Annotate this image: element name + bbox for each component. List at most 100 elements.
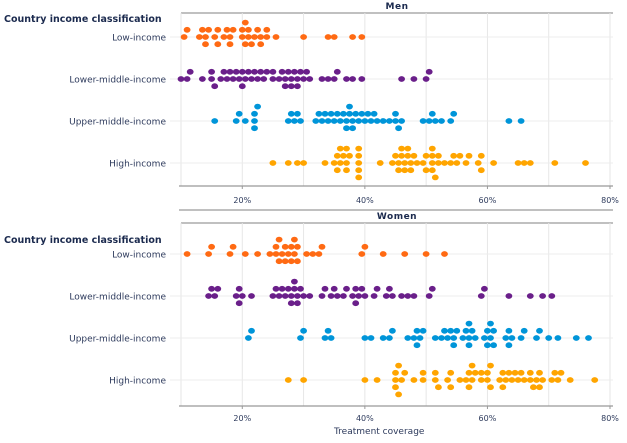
- data-point: [477, 152, 485, 159]
- data-point: [462, 160, 470, 166]
- data-point: [435, 384, 442, 391]
- data-point: [526, 369, 534, 376]
- data-point: [211, 118, 219, 124]
- data-point: [591, 377, 599, 383]
- data-point: [220, 34, 228, 40]
- data-point: [471, 335, 479, 341]
- data-point: [284, 118, 292, 124]
- data-point: [251, 68, 258, 75]
- data-point: [336, 118, 344, 124]
- data-point: [520, 160, 528, 166]
- data-point: [487, 384, 494, 391]
- data-point: [321, 335, 329, 341]
- data-point: [477, 377, 485, 383]
- data-point: [336, 160, 344, 166]
- data-point: [401, 251, 409, 257]
- data-point: [465, 384, 473, 391]
- data-point: [453, 327, 461, 334]
- data-point: [324, 34, 332, 40]
- data-point: [447, 118, 455, 124]
- data-point: [349, 118, 356, 124]
- data-point: [386, 285, 393, 292]
- data-point: [514, 160, 522, 166]
- data-point: [232, 118, 240, 124]
- data-point: [300, 293, 307, 299]
- data-point: [431, 174, 439, 181]
- data-point: [554, 377, 562, 383]
- data-point: [361, 335, 369, 341]
- data-point: [496, 377, 504, 383]
- data-point: [401, 369, 409, 376]
- data-point: [465, 152, 473, 159]
- data-point: [284, 160, 292, 166]
- data-point: [199, 26, 206, 33]
- data-point: [272, 243, 280, 250]
- data-point: [450, 342, 458, 349]
- data-point: [272, 285, 280, 292]
- data-point: [398, 76, 405, 82]
- data-point: [465, 335, 473, 341]
- data-point: [321, 160, 329, 166]
- data-point: [278, 285, 286, 292]
- data-point: [349, 34, 356, 40]
- data-point: [300, 34, 307, 40]
- data-point: [272, 34, 280, 40]
- x-tick-label: 20%: [233, 196, 251, 205]
- data-point: [269, 76, 277, 82]
- data-point: [297, 335, 304, 341]
- data-point: [410, 377, 418, 383]
- data-point: [333, 167, 341, 174]
- data-point: [294, 243, 301, 250]
- data-point: [263, 34, 271, 40]
- data-point: [223, 76, 231, 82]
- data-point: [315, 110, 323, 117]
- data-point: [398, 145, 405, 152]
- data-point: [300, 76, 307, 82]
- data-point: [382, 293, 390, 299]
- data-point: [257, 41, 265, 48]
- data-point: [349, 125, 356, 132]
- y-axis-title: Country income classification: [4, 235, 162, 246]
- data-point: [291, 285, 298, 292]
- x-tick-label: 80%: [601, 196, 619, 205]
- data-point: [355, 118, 363, 124]
- panel-title: Women: [377, 212, 417, 222]
- data-point: [536, 369, 543, 376]
- x-tick-label: 80%: [601, 414, 619, 423]
- data-point: [355, 293, 363, 299]
- data-point: [490, 342, 497, 349]
- data-point: [428, 110, 436, 117]
- data-point: [459, 335, 467, 341]
- data-point: [465, 320, 473, 327]
- data-point: [471, 369, 479, 376]
- data-point: [226, 41, 234, 48]
- category-label: Low-income: [112, 34, 166, 44]
- data-point: [300, 160, 307, 166]
- x-tick-label: 20%: [233, 414, 251, 423]
- data-point: [355, 152, 363, 159]
- data-point: [214, 26, 222, 33]
- x-tick-label: 60%: [479, 196, 497, 205]
- data-point: [508, 335, 516, 341]
- data-point: [410, 152, 418, 159]
- category-label: Lower-middle-income: [69, 293, 166, 303]
- data-point: [447, 369, 455, 376]
- data-point: [517, 369, 525, 376]
- data-point: [291, 278, 298, 285]
- data-point: [263, 26, 271, 33]
- data-point: [330, 160, 338, 166]
- data-point: [419, 327, 427, 334]
- data-point: [281, 76, 289, 82]
- data-point: [333, 68, 341, 75]
- data-point: [254, 26, 261, 33]
- data-point: [199, 76, 206, 82]
- data-point: [208, 285, 216, 292]
- data-point: [389, 327, 396, 334]
- data-point: [346, 103, 353, 110]
- data-point: [340, 152, 347, 159]
- data-point: [484, 369, 491, 376]
- data-point: [456, 152, 464, 159]
- data-point: [441, 327, 448, 334]
- data-point: [379, 251, 387, 257]
